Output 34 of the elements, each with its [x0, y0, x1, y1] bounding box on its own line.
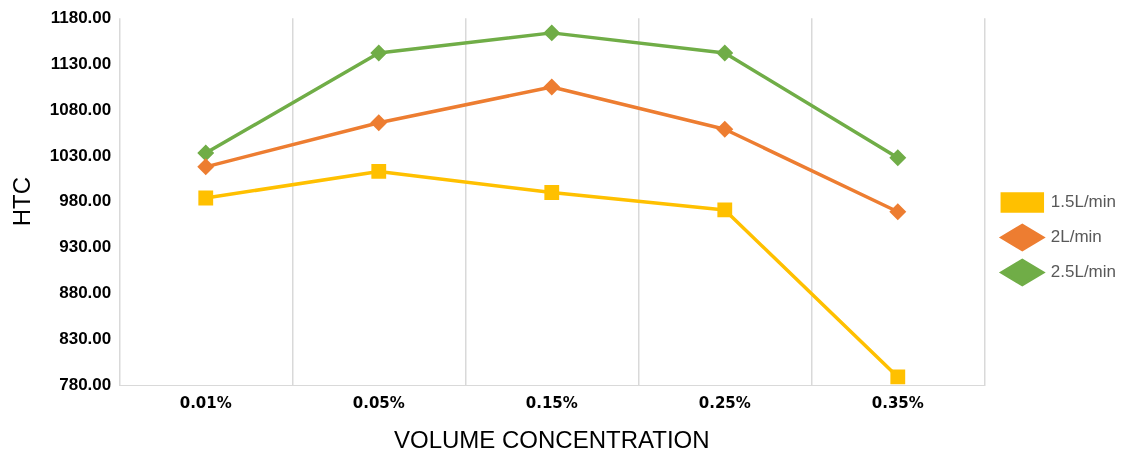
point	[544, 79, 560, 95]
y-tick-label: 980.00	[59, 191, 112, 211]
point	[544, 25, 560, 41]
point	[198, 190, 214, 206]
y-tick-label: 880.00	[59, 283, 112, 303]
y-tick-label: 1130.00	[50, 53, 112, 73]
point	[717, 45, 733, 61]
x-axis-title: VOLUME CONCENTRATION	[393, 426, 710, 454]
point	[890, 149, 906, 166]
legend-label: 2.5L/min	[1050, 262, 1116, 282]
point	[544, 185, 560, 200]
y-tick-label: 930.00	[59, 237, 112, 257]
point	[198, 159, 214, 175]
point	[371, 45, 387, 61]
point	[198, 145, 214, 161]
x-tick-label: 0.25%	[698, 394, 751, 413]
y-tick-label: 830.00	[59, 329, 112, 349]
x-tick-label: 0.35%	[871, 394, 924, 413]
x-tick-label: 0.05%	[352, 394, 405, 413]
point	[371, 115, 387, 131]
y-tick-label: 780.00	[59, 374, 112, 394]
legend-label: 1.5L/min	[1050, 192, 1116, 212]
x-tick-label: 0.01%	[179, 394, 232, 413]
y-tick-label: 1030.00	[49, 145, 112, 165]
point	[890, 204, 906, 220]
y-tick-label: 1180.00	[50, 7, 112, 27]
point	[890, 369, 906, 385]
point	[717, 121, 733, 137]
y-tick-label: 1080.00	[49, 99, 112, 119]
legend-label: 2L/min	[1050, 227, 1102, 247]
point	[717, 202, 733, 218]
x-tick-label: 0.15%	[525, 394, 578, 413]
y-axis-title: HTC	[8, 177, 36, 227]
point	[371, 164, 387, 179]
